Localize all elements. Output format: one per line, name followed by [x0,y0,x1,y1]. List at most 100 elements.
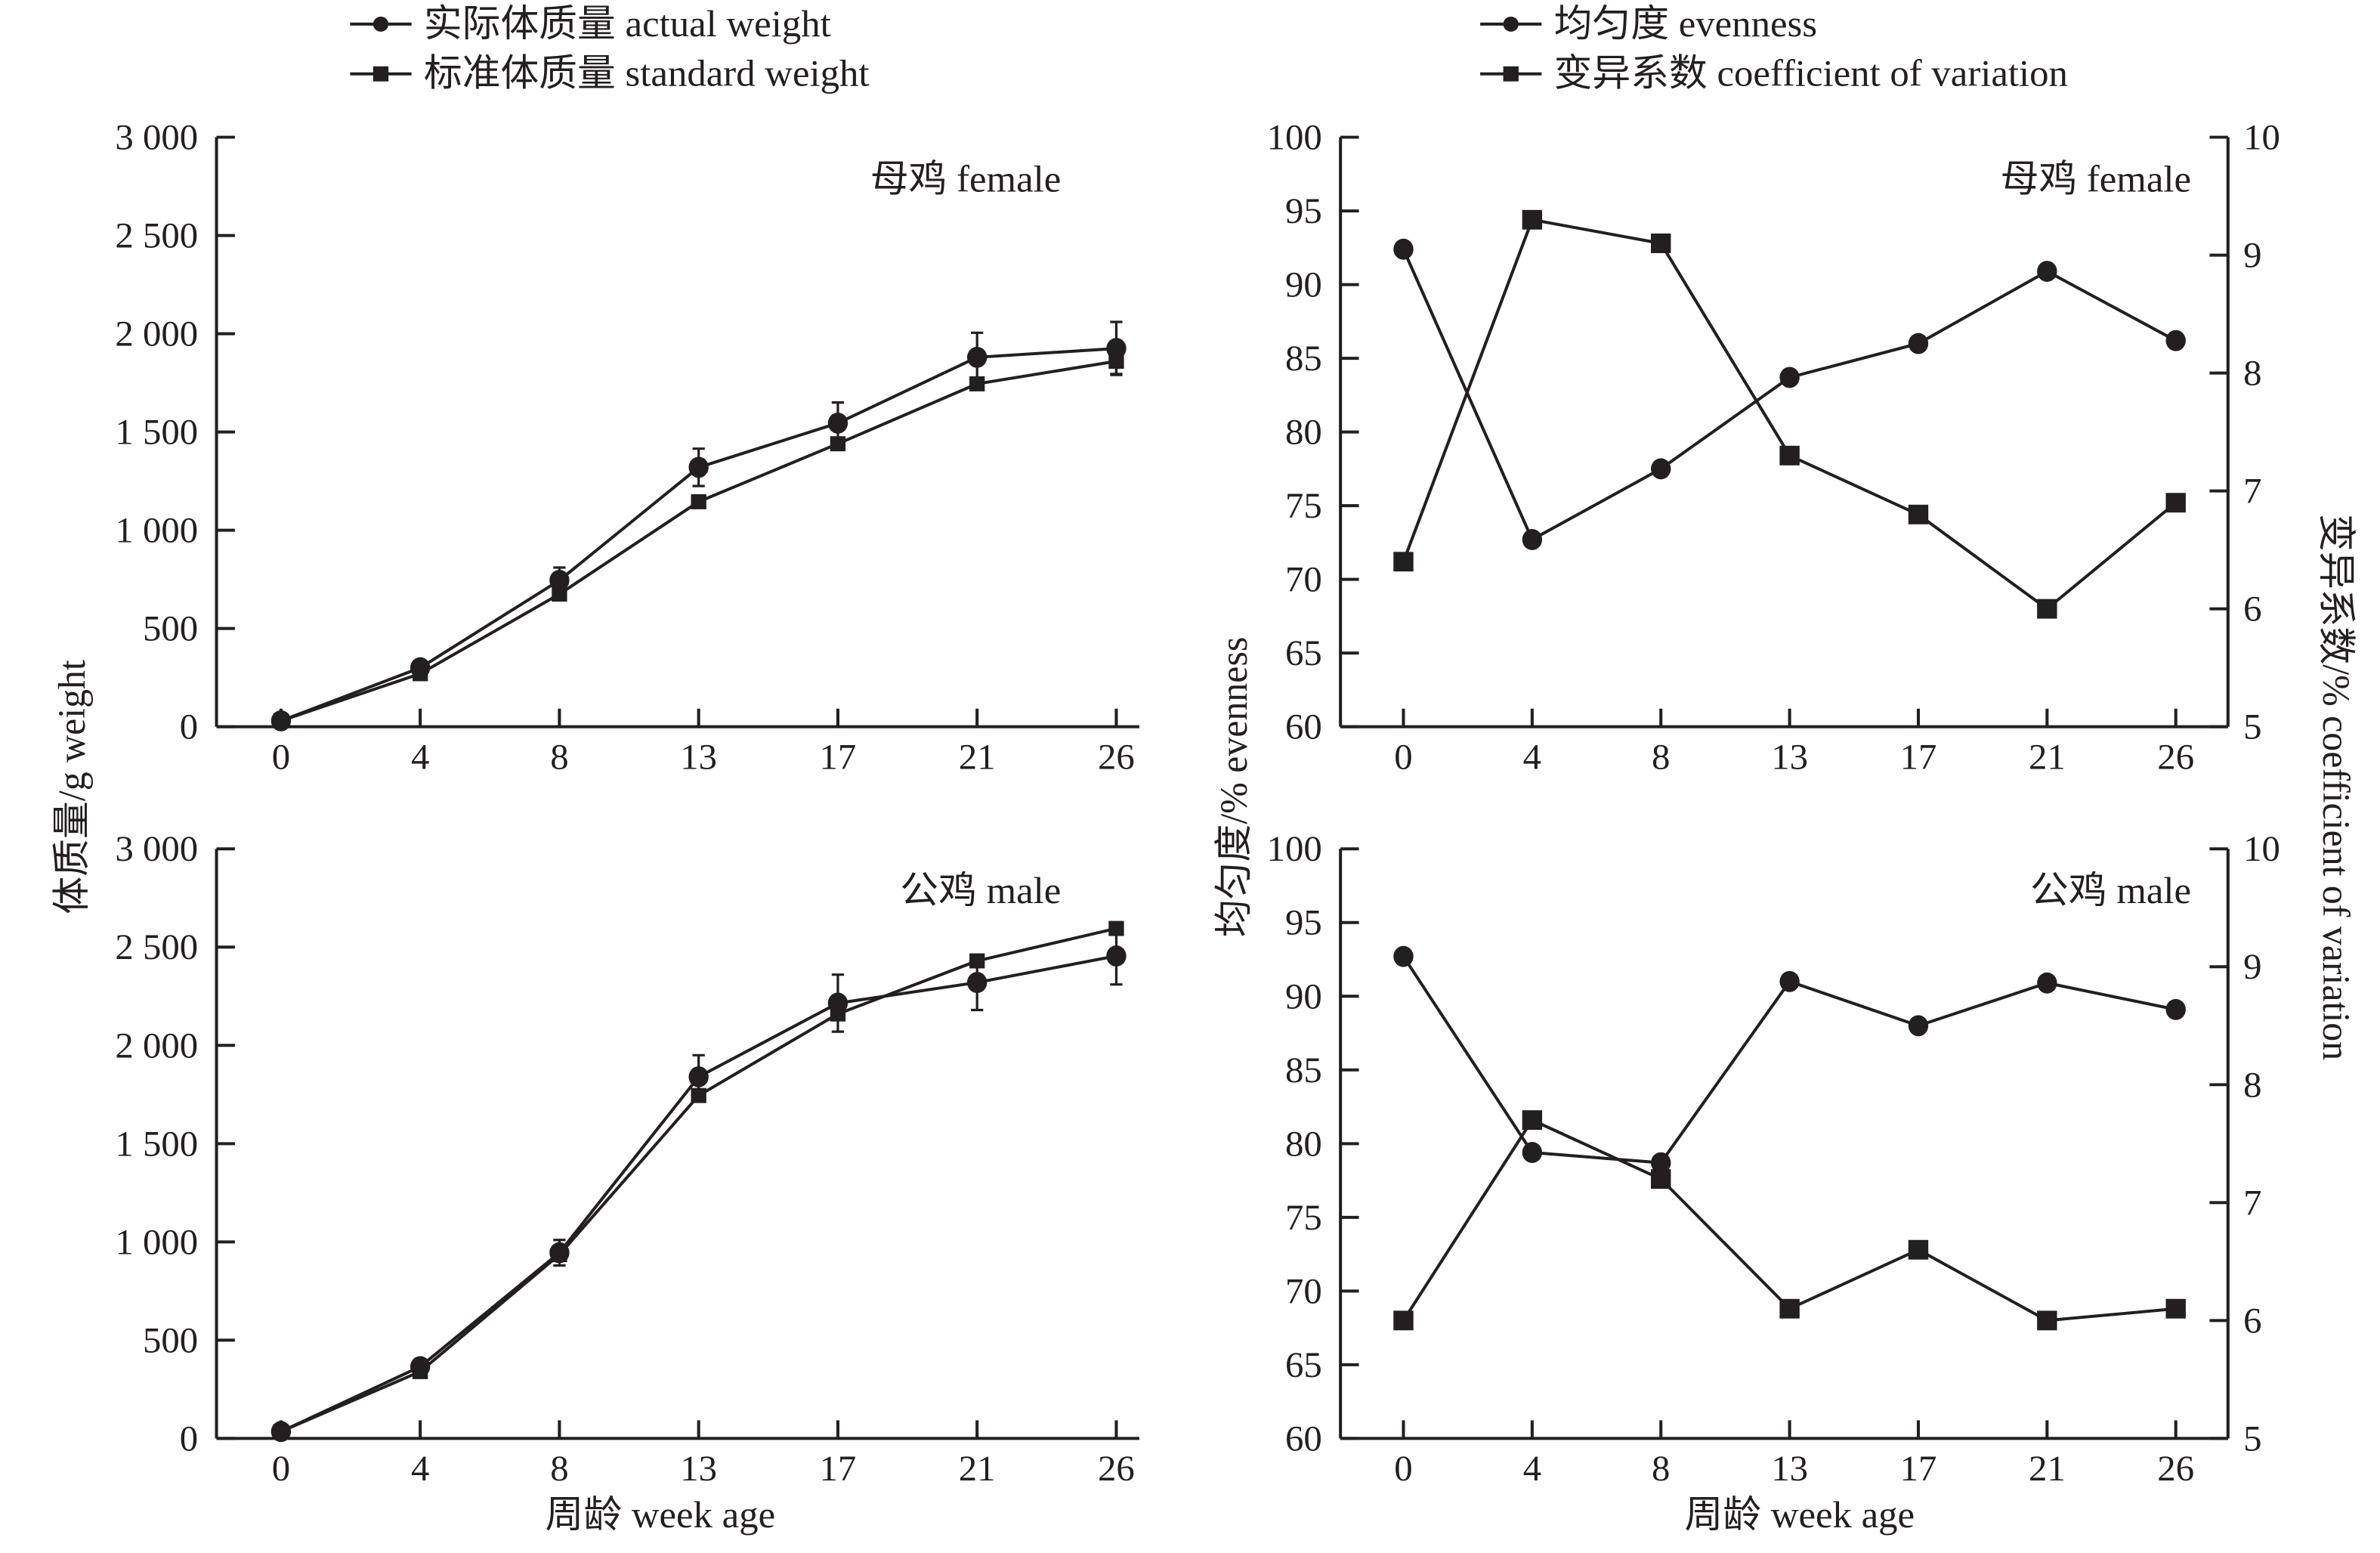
y-right-tick-label: 5 [2243,1419,2261,1459]
y-tick-label: 500 [143,609,198,649]
y-tick-label: 60 [1285,1419,1322,1459]
series-line-circle [280,347,1117,722]
data-point-square [1908,1239,1929,1260]
data-point-square [969,376,985,391]
data-point-square [1522,1110,1543,1131]
y-tick-label: 0 [180,707,198,747]
y-tick-label: 90 [1285,265,1322,305]
x-tick-label: 17 [820,738,857,778]
data-point-circle [1522,1142,1543,1163]
legend-label-standard: 标准体质量 standard weight [424,52,870,94]
y-tick-label: 80 [1285,1125,1322,1165]
data-point-square [2037,599,2057,619]
legend-evenness: 均匀度 evenness 变异系数 coefficient of variati… [1480,2,2068,94]
x-tick-label: 0 [272,1449,290,1490]
y-right-tick-label: 10 [2243,830,2280,870]
x-tick-label: 8 [550,738,568,778]
data-point-circle [1779,367,1800,388]
x-axis-title-left: 周龄 week age [546,1493,776,1535]
y-tick-label: 2 000 [115,314,198,354]
y-tick-label: 1 000 [115,511,198,551]
legend-label-actual: 实际体质量 actual weight [424,2,831,44]
x-tick-label: 0 [1394,1449,1412,1490]
data-point-square [1522,209,1543,230]
data-point-square [830,1006,846,1022]
y-tick-label: 3 000 [115,830,198,870]
y-tick-label: 0 [180,1419,198,1459]
x-tick-label: 26 [1098,1449,1135,1490]
data-point-square [273,1424,289,1440]
x-tick-label: 4 [411,1449,429,1490]
y-right-tick-label: 5 [2243,707,2261,747]
y-right-tick-label: 8 [2243,1066,2261,1106]
x-tick-label: 4 [1523,738,1541,778]
x-tick-label: 17 [1900,738,1937,778]
data-point-square [830,436,846,452]
y-tick-label: 2 000 [115,1026,198,1066]
x-tick-label: 13 [680,1449,717,1490]
x-axis-title-right: 周龄 week age [1684,1493,1915,1535]
y-tick-label: 75 [1285,1198,1322,1238]
data-point-circle [1522,529,1543,550]
evenness-y-axis-title: 均匀度/% evenness [1213,637,1256,937]
data-point-square [2165,1298,2186,1319]
data-point-square [1779,445,1800,466]
data-point-square [1651,1169,1671,1189]
panel-label: 母鸡 female [2001,158,2191,200]
data-point-square [552,1247,567,1263]
x-tick-label: 17 [1900,1449,1937,1490]
x-tick-label: 21 [959,1449,996,1490]
y-tick-label: 75 [1285,486,1322,526]
y-tick-label: 95 [1285,903,1322,943]
x-tick-label: 8 [550,1449,568,1490]
x-tick-label: 26 [2157,738,2194,778]
y-tick-label: 80 [1285,413,1322,453]
x-tick-label: 13 [680,738,717,778]
data-point-circle [2037,261,2057,282]
y-right-tick-label: 6 [2243,1301,2261,1341]
data-point-circle [688,1066,709,1087]
y-right-tick-label: 9 [2243,948,2261,988]
data-point-circle [688,456,709,478]
data-point-square [413,1363,428,1379]
x-tick-label: 21 [2029,1449,2066,1490]
y-tick-label: 1 500 [115,413,198,453]
data-point-square [1779,1298,1800,1319]
data-point-square [1393,1310,1414,1331]
data-point-square [552,586,567,602]
data-point-square [1651,234,1671,253]
legend-weight: 实际体质量 actual weight 标准体质量 standard weigh… [350,2,870,94]
data-point-square [273,713,289,729]
y-right-tick-label: 10 [2243,118,2280,158]
data-point-circle [966,346,988,368]
cv-y-axis-title: 变异系数/% coefficient of variation [2315,514,2358,1060]
data-point-circle [1908,1015,1929,1037]
legend-label-cv: 变异系数 coefficient of variation [1554,52,2068,94]
legend-marker-circle [372,16,389,32]
y-tick-label: 100 [1267,830,1322,870]
panel-weight-female: 0 500 1 000 1 500 2 000 2 500 3 000 0 4 8 13 17 21 26… [115,118,1139,778]
y-tick-label: 3 000 [115,118,198,158]
x-tick-label: 4 [1523,1449,1541,1490]
legend-marker-circle [1503,16,1519,32]
data-point-square [2037,1310,2057,1331]
y-right-tick-label: 6 [2243,589,2261,630]
data-point-square [1108,354,1124,369]
data-point-circle [1908,333,1929,354]
series-line-square [280,927,1117,1434]
y-tick-label: 500 [143,1321,198,1361]
y-right-tick-label: 9 [2243,236,2261,276]
y-tick-label: 2 500 [115,928,198,968]
panel-label: 公鸡 male [900,870,1061,911]
series-line-circle [280,954,1117,1434]
panel-label: 母鸡 female [870,158,1061,200]
y-tick-label: 95 [1285,191,1322,231]
weight-y-axis-title: 体质量/g weight [50,660,93,914]
data-point-square [1393,552,1414,572]
y-tick-label: 60 [1285,707,1322,747]
data-point-circle [1106,945,1127,967]
panel-label: 公鸡 male [2030,870,2191,911]
